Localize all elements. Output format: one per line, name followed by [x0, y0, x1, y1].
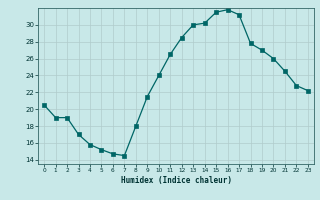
X-axis label: Humidex (Indice chaleur): Humidex (Indice chaleur) — [121, 176, 231, 185]
